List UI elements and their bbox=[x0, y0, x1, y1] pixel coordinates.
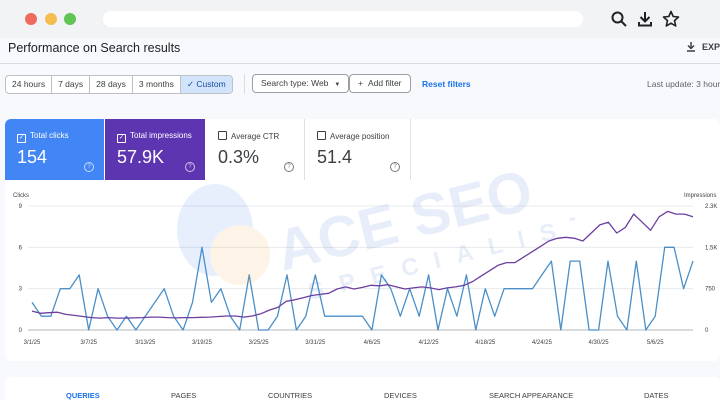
x-tick-label: 3/7/25 bbox=[80, 340, 97, 346]
tab-search-appearance[interactable]: SEARCH APPEARANCE bbox=[489, 391, 574, 400]
help-icon[interactable]: ? bbox=[284, 162, 294, 172]
export-label: EXPO bbox=[702, 42, 720, 52]
help-icon[interactable]: ? bbox=[185, 162, 195, 172]
checkbox-checked-icon[interactable]: ✓ bbox=[17, 134, 26, 143]
x-tick-label: 4/30/25 bbox=[589, 340, 610, 346]
page-title: Performance on Search results bbox=[8, 41, 181, 55]
x-tick-label: 3/1/25 bbox=[24, 340, 41, 346]
tab-dates[interactable]: DATES bbox=[644, 391, 669, 400]
help-icon[interactable]: ? bbox=[84, 162, 94, 172]
x-tick-label: 4/24/25 bbox=[532, 340, 553, 346]
address-bar[interactable] bbox=[103, 11, 583, 27]
last-update-text: Last update: 3 hours ago bbox=[647, 79, 720, 89]
date-option-24-hours[interactable]: 24 hours bbox=[6, 76, 53, 93]
series-line-impressions bbox=[31, 210, 694, 319]
reset-filters-link[interactable]: Reset filters bbox=[422, 79, 471, 89]
metric-average-ctr[interactable]: Average CTR 0.3% ? bbox=[206, 119, 305, 180]
filter-divider bbox=[244, 74, 245, 94]
close-window-dot[interactable] bbox=[25, 13, 37, 25]
series-line-clicks bbox=[31, 246, 694, 331]
left-tick-label: 6 bbox=[19, 245, 23, 251]
right-tick-label: 750 bbox=[705, 287, 716, 293]
right-axis-title: Impressions bbox=[684, 193, 717, 199]
right-tick-label: 1.5K bbox=[705, 245, 717, 251]
date-option-28-days[interactable]: 28 days bbox=[90, 76, 133, 93]
export-button[interactable]: EXPO bbox=[686, 42, 720, 52]
metric-value: 154 bbox=[17, 147, 48, 167]
x-tick-label: 5/6/25 bbox=[647, 340, 664, 346]
date-option-custom-label: Custom bbox=[196, 79, 226, 89]
maximize-window-dot[interactable] bbox=[64, 13, 76, 25]
metric-label: Total impressions bbox=[130, 131, 192, 140]
metric-value: 51.4 bbox=[317, 147, 353, 167]
search-type-label: Search type: Web bbox=[261, 78, 329, 88]
date-range-selector: 24 hours 7 days 28 days 3 months ✓ Custo… bbox=[5, 75, 233, 94]
checkbox-checked-icon[interactable]: ✓ bbox=[117, 134, 126, 143]
search-type-dropdown[interactable]: Search type: Web ▼ bbox=[252, 74, 350, 93]
metric-label: Total clicks bbox=[30, 131, 69, 140]
left-tick-label: 3 bbox=[19, 287, 23, 293]
metric-value: 0.3% bbox=[218, 147, 260, 167]
dropdown-arrow-icon: ▼ bbox=[334, 82, 341, 88]
browser-toolbar bbox=[0, 0, 720, 38]
metric-total-impressions[interactable]: ✓ Total impressions 57.9K ? bbox=[105, 119, 205, 180]
right-tick-label: 2.3K bbox=[705, 204, 717, 210]
tab-pages[interactable]: PAGES bbox=[171, 391, 197, 400]
date-option-custom[interactable]: ✓ Custom bbox=[180, 76, 232, 93]
x-tick-label: 3/19/25 bbox=[192, 340, 213, 346]
right-tick-label: 0 bbox=[705, 328, 709, 334]
date-option-3-months[interactable]: 3 months bbox=[133, 76, 181, 93]
metric-label: Average position bbox=[330, 132, 390, 141]
plus-icon: + bbox=[358, 78, 363, 88]
metric-total-clicks[interactable]: ✓ Total clicks 154 ? bbox=[5, 119, 104, 180]
add-filter-label: Add filter bbox=[367, 78, 402, 88]
tab-countries[interactable]: COUNTRIES bbox=[268, 391, 313, 400]
export-download-icon bbox=[687, 42, 695, 52]
left-tick-label: 9 bbox=[19, 204, 23, 210]
x-tick-label: 4/18/25 bbox=[475, 340, 496, 346]
x-tick-label: 3/25/25 bbox=[249, 340, 270, 346]
tab-devices[interactable]: DEVICES bbox=[384, 391, 417, 400]
search-icon[interactable] bbox=[610, 10, 628, 28]
check-icon: ✓ bbox=[186, 79, 197, 89]
tabs-card bbox=[5, 377, 720, 400]
checkbox-unchecked-icon[interactable] bbox=[317, 131, 326, 140]
bookmark-star-icon[interactable] bbox=[662, 10, 680, 28]
tab-queries[interactable]: QUERIES bbox=[66, 391, 100, 400]
metric-label: Average CTR bbox=[231, 132, 280, 141]
download-icon[interactable] bbox=[636, 10, 654, 28]
help-icon[interactable]: ? bbox=[390, 162, 400, 172]
x-tick-label: 3/31/25 bbox=[305, 340, 326, 346]
metric-value: 57.9K bbox=[117, 147, 165, 167]
x-tick-label: 4/12/25 bbox=[419, 340, 440, 346]
x-tick-label: 4/6/25 bbox=[364, 340, 381, 346]
metric-average-position[interactable]: Average position 51.4 ? bbox=[305, 119, 411, 180]
checkbox-unchecked-icon[interactable] bbox=[218, 131, 227, 140]
date-option-7-days[interactable]: 7 days bbox=[52, 76, 91, 93]
left-axis-title: Clicks bbox=[13, 193, 29, 199]
header-divider bbox=[0, 63, 720, 64]
x-tick-label: 3/13/25 bbox=[135, 340, 156, 346]
minimize-window-dot[interactable] bbox=[45, 13, 57, 25]
add-filter-button[interactable]: + Add filter bbox=[349, 74, 411, 93]
left-tick-label: 0 bbox=[19, 328, 23, 334]
